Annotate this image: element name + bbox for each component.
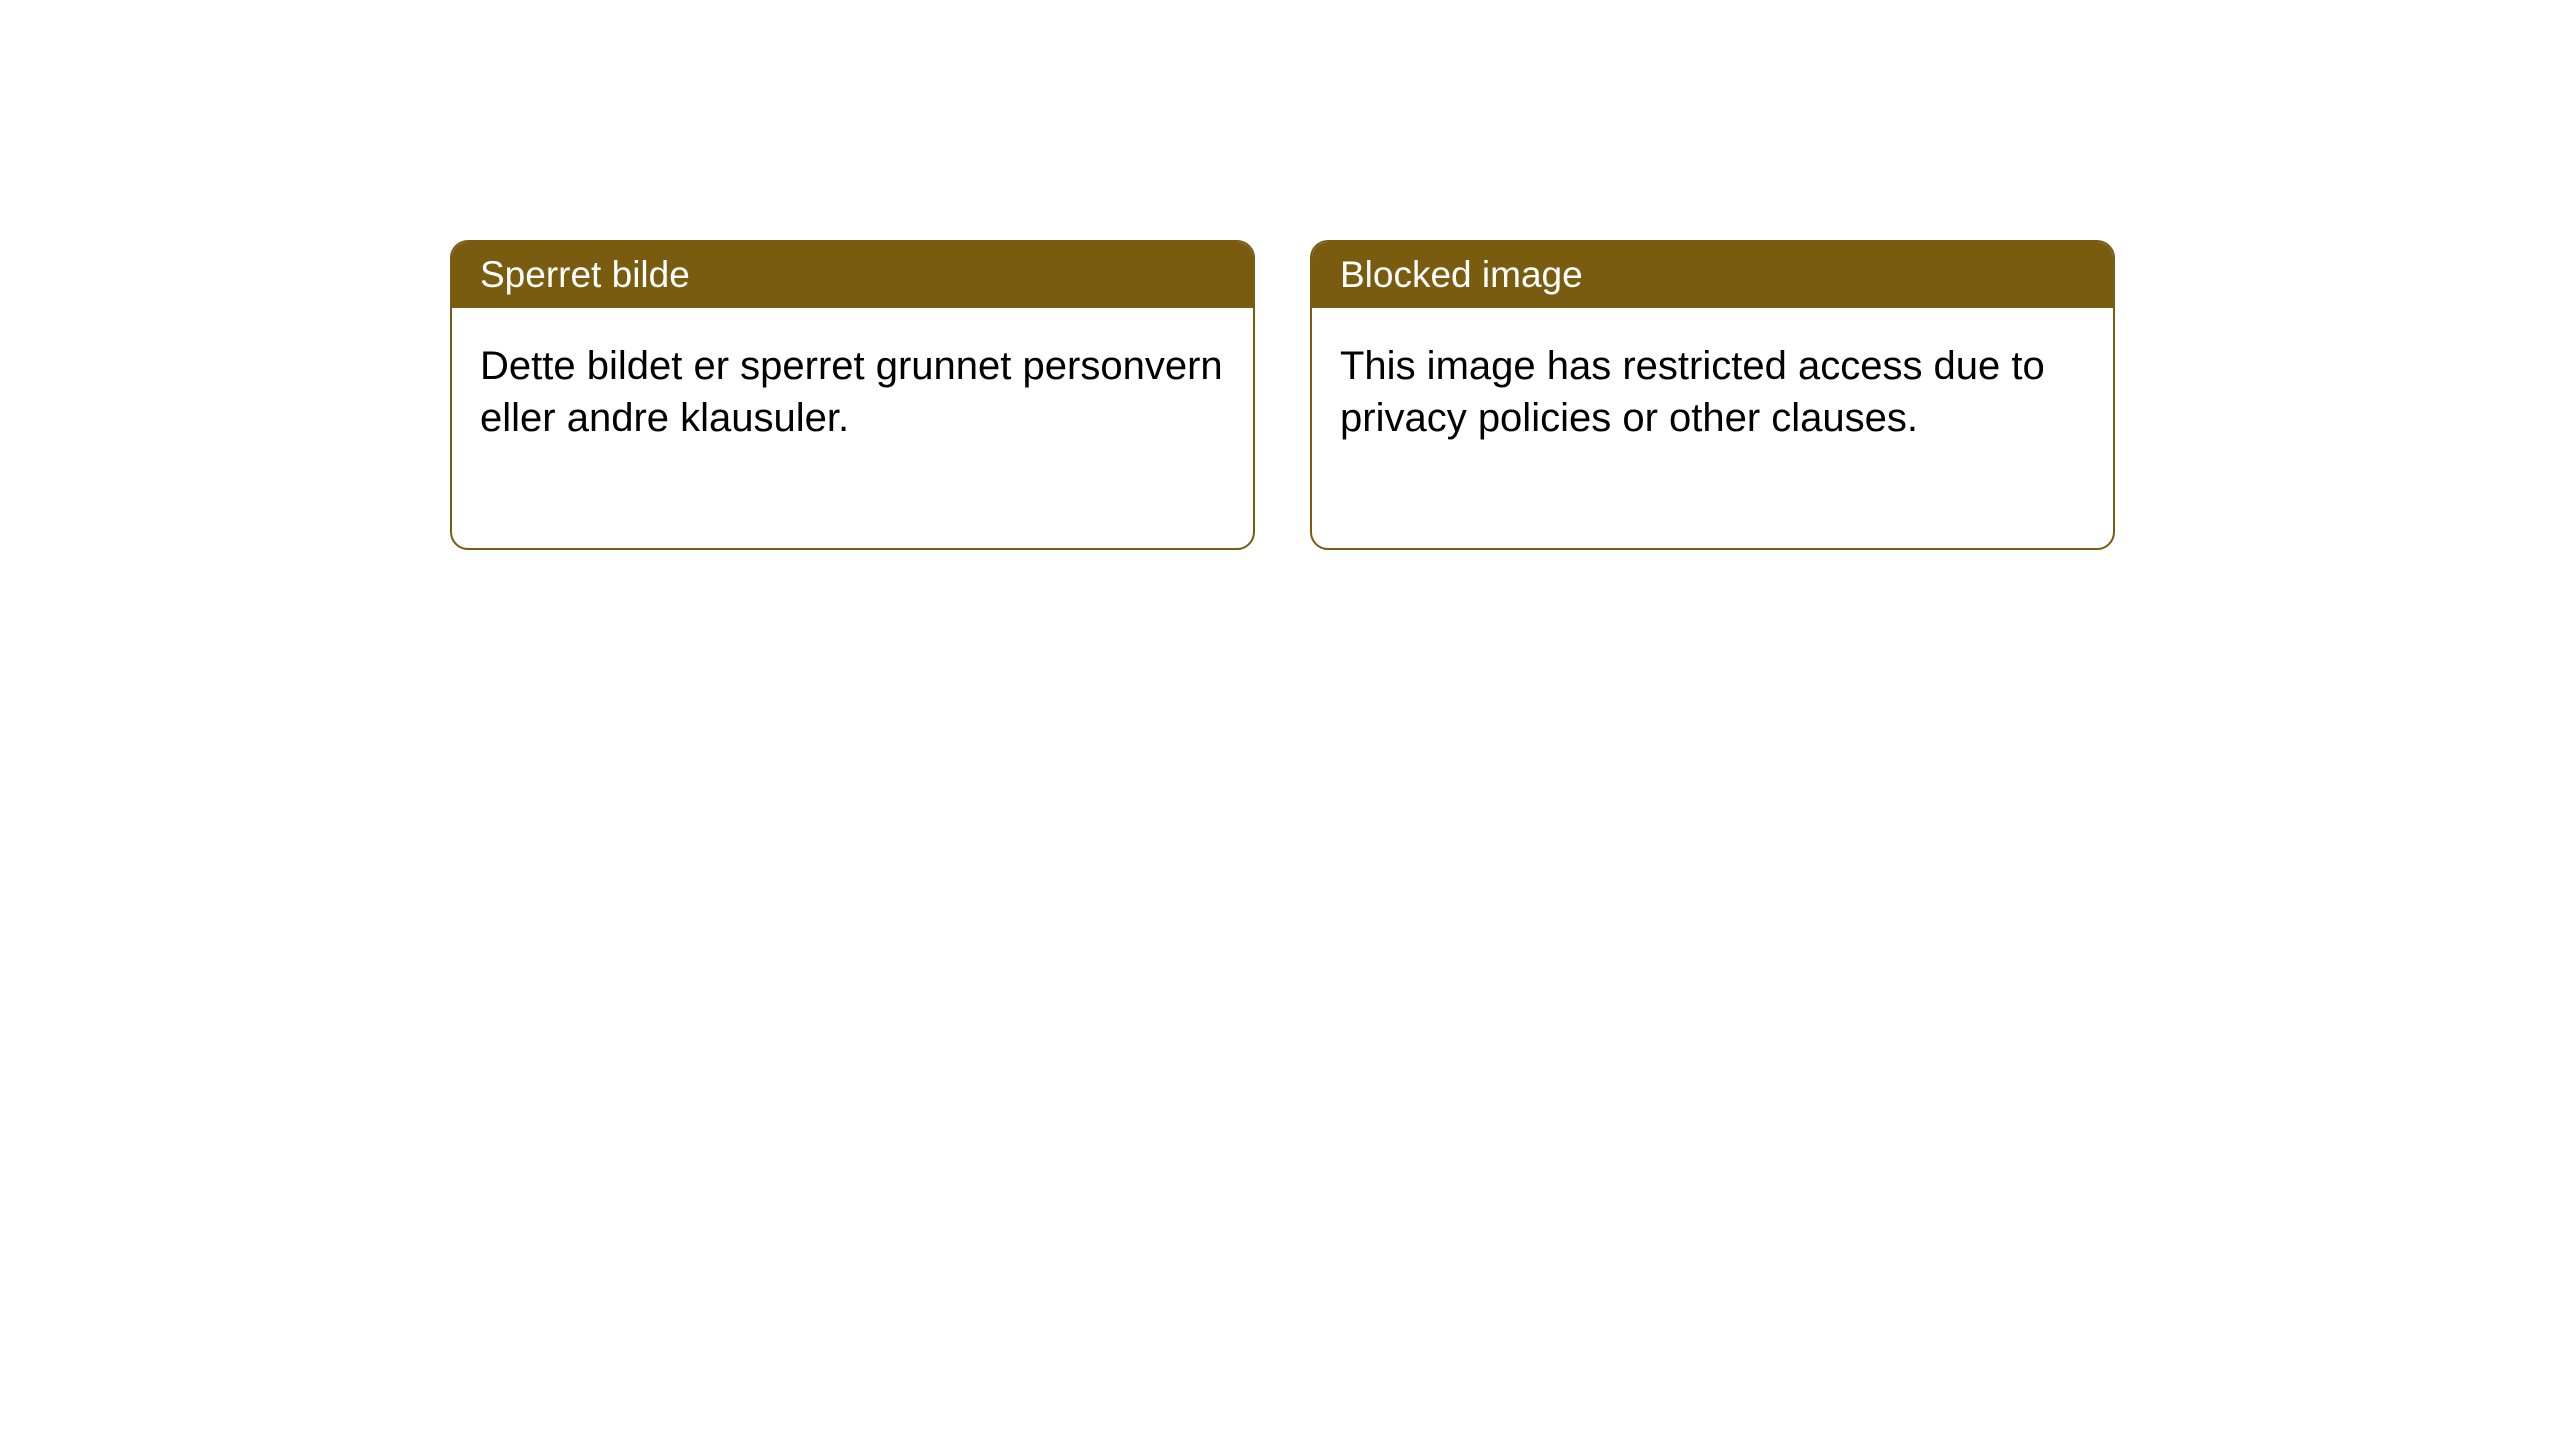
notices-container: Sperret bilde Dette bildet er sperret gr… — [450, 240, 2115, 550]
notice-body-text: Dette bildet er sperret grunnet personve… — [480, 344, 1223, 440]
notice-body-text: This image has restricted access due to … — [1340, 344, 2045, 440]
notice-body: Dette bildet er sperret grunnet personve… — [452, 308, 1253, 548]
notice-header: Blocked image — [1312, 242, 2113, 308]
notice-box-norwegian: Sperret bilde Dette bildet er sperret gr… — [450, 240, 1255, 550]
notice-title: Sperret bilde — [480, 254, 690, 295]
notice-header: Sperret bilde — [452, 242, 1253, 308]
notice-box-english: Blocked image This image has restricted … — [1310, 240, 2115, 550]
notice-title: Blocked image — [1340, 254, 1583, 295]
notice-body: This image has restricted access due to … — [1312, 308, 2113, 548]
